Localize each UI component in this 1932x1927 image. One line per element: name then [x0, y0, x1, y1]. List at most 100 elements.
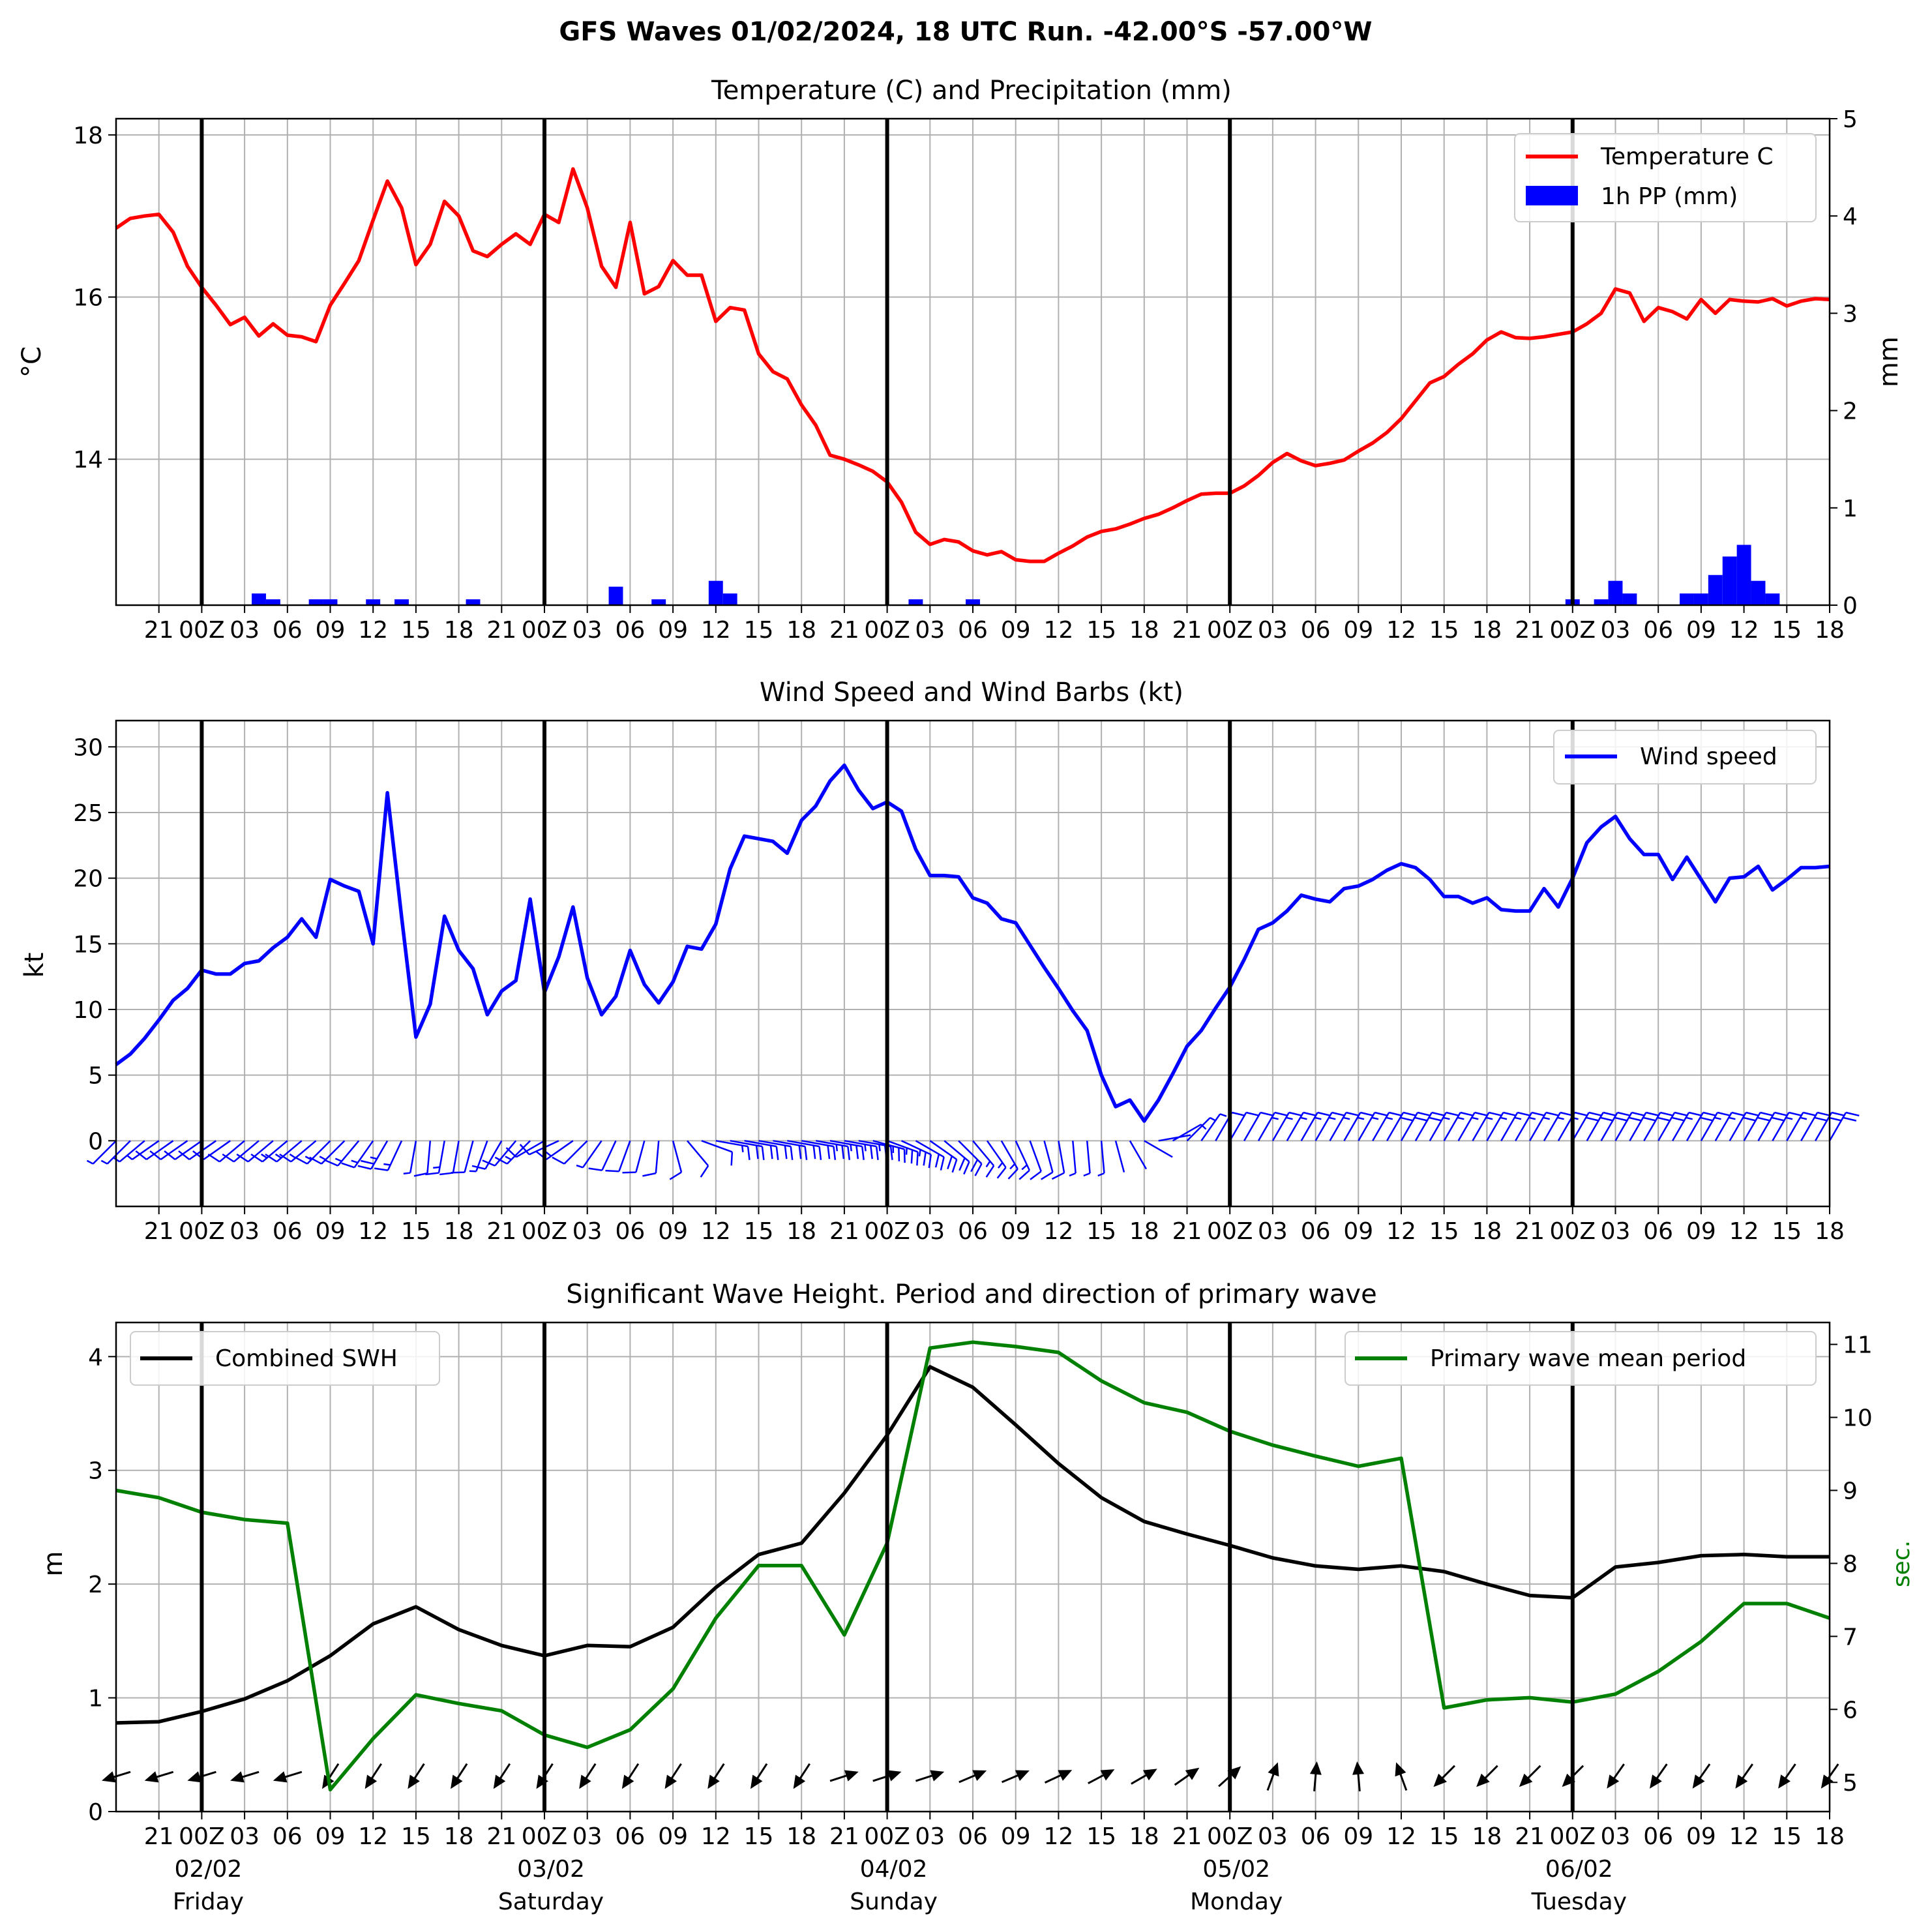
wind-barb	[1083, 1141, 1091, 1177]
precip-bar	[966, 599, 980, 605]
precip-bar	[265, 599, 280, 605]
x-tick-label: 18	[444, 1218, 474, 1245]
wave-arrow	[230, 1770, 260, 1783]
wind-barb	[135, 1140, 174, 1161]
wind-barb	[100, 1140, 131, 1165]
wind-barb	[829, 1140, 865, 1160]
y-tick-label: 20	[73, 866, 103, 893]
precip-bar	[708, 580, 723, 605]
wind-barb	[1786, 1111, 1817, 1141]
panel3-left-ticks: 0 1 2 3 4	[88, 1344, 116, 1826]
x-tick-label: 03	[915, 1823, 945, 1850]
x-tick-label: 21	[486, 617, 516, 644]
wind-barb	[309, 1140, 346, 1165]
wind-barb	[451, 1141, 474, 1174]
y-tick-label-right: 11	[1843, 1332, 1873, 1359]
wind-barb	[1358, 1111, 1388, 1141]
y-tick-label: 10	[73, 997, 103, 1024]
wind-barb	[236, 1140, 274, 1163]
wave-arrow	[1433, 1765, 1456, 1787]
x-tick-label: 12	[358, 617, 388, 644]
x-tick-label: 21	[1515, 1218, 1545, 1245]
y-tick-label: 0	[88, 1799, 103, 1826]
x-tick-label: 00Z	[864, 1823, 910, 1850]
x-tick-label: 12	[1729, 1823, 1759, 1850]
y-tick-label-right: 6	[1843, 1697, 1858, 1724]
wave-arrow	[408, 1763, 425, 1789]
precip-bar	[394, 599, 409, 605]
y-tick-label-right: 4	[1843, 203, 1858, 230]
y-tick-label: 5	[88, 1063, 103, 1090]
x-tick-label: 09	[658, 1218, 688, 1245]
precip-bar	[1708, 575, 1723, 605]
wind-barb	[1286, 1111, 1317, 1141]
precip-bar	[722, 593, 737, 605]
x-tick-label: 00Z	[1550, 1218, 1596, 1245]
x-tick-label: 03	[1258, 617, 1288, 644]
x-tick-label: 15	[1772, 1823, 1802, 1850]
wave-arrow	[273, 1770, 303, 1783]
panel3-ylabel: m	[38, 1551, 68, 1577]
x-tick-label: 03	[1258, 1823, 1288, 1850]
wind-barb	[958, 1140, 983, 1176]
day-name-label: Tuesday	[1531, 1889, 1627, 1915]
wind-barb	[588, 1140, 617, 1171]
wind-barb	[1586, 1111, 1617, 1141]
x-tick-label: 15	[1429, 1823, 1459, 1850]
wave-arrow	[1607, 1763, 1625, 1789]
x-tick-label: 03	[1601, 617, 1631, 644]
wind-barb	[715, 1140, 751, 1160]
x-tick-label: 03	[572, 1823, 602, 1850]
wind-barb	[730, 1140, 765, 1160]
wave-arrow	[915, 1770, 945, 1782]
wind-barb	[986, 1140, 1007, 1179]
x-tick-label: 09	[1686, 1218, 1716, 1245]
x-tick-label: 00Z	[1550, 617, 1596, 644]
x-tick-label: 09	[316, 1218, 346, 1245]
wave-arrow	[1650, 1763, 1668, 1789]
x-tick-label: 21	[144, 617, 174, 644]
wind-barb	[887, 1140, 919, 1166]
wind-barb	[1515, 1111, 1545, 1141]
wind-barb	[1051, 1141, 1065, 1180]
x-tick-label: 12	[358, 1823, 388, 1850]
y-tick-label-right: 5	[1843, 1770, 1858, 1797]
x-tick-label: 18	[444, 617, 474, 644]
wind-barb	[471, 1140, 503, 1170]
x-tick-label: 06	[1301, 617, 1331, 644]
x-tick-label: 15	[1429, 617, 1459, 644]
x-tick-label: 21	[144, 1218, 174, 1245]
precip-bar	[608, 586, 623, 605]
wind-barb	[1097, 1141, 1105, 1177]
wind-barb	[357, 1140, 389, 1170]
wave-arrow	[451, 1763, 468, 1789]
wave-arrow	[493, 1763, 511, 1789]
x-tick-label: 00Z	[1207, 1218, 1253, 1245]
x-tick-label: 18	[1472, 1823, 1502, 1850]
x-tick-label: 03	[230, 1218, 260, 1245]
x-tick-label: 09	[1686, 617, 1716, 644]
wind-speed-line	[115, 763, 1830, 1123]
wave-arrow	[872, 1770, 902, 1782]
wave-arrow	[1395, 1762, 1408, 1791]
x-tick-label: 00Z	[179, 617, 224, 644]
x-tick-label: 09	[1001, 1823, 1031, 1850]
legend-precip-label: 1h PP (mm)	[1601, 183, 1738, 210]
y-tick-label: 3	[88, 1458, 103, 1485]
day-date-label: 05/02	[1202, 1856, 1270, 1883]
x-tick-label: 09	[1343, 1823, 1373, 1850]
wind-barb	[622, 1141, 646, 1174]
y-tick-label: 4	[88, 1344, 103, 1371]
wind-barb	[1757, 1111, 1789, 1141]
precip-bar	[1722, 556, 1737, 605]
x-tick-label: 00Z	[1207, 1823, 1253, 1850]
panel2-frame	[115, 719, 1831, 1208]
x-tick-label: 21	[1172, 617, 1202, 644]
x-tick-label: 06	[1643, 617, 1673, 644]
wind-barb	[494, 1140, 531, 1165]
wind-barb	[1629, 1111, 1660, 1141]
x-tick-label: 21	[829, 1823, 859, 1850]
y-tick-label: 18	[73, 123, 103, 149]
legend-swh-label: Combined SWH	[215, 1345, 398, 1372]
